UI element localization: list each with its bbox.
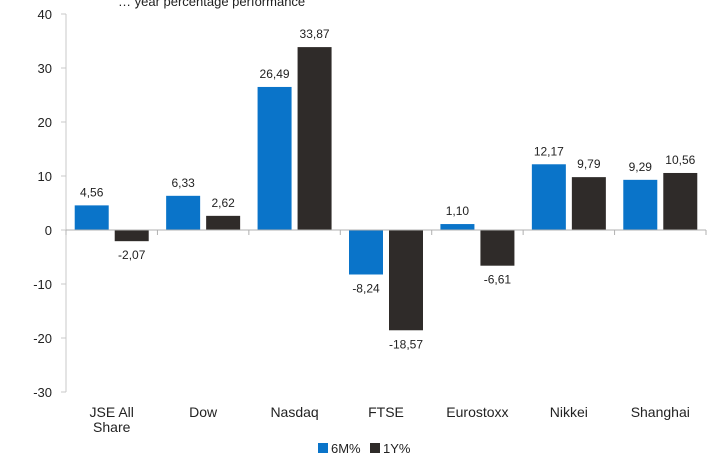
legend-label: 1Y% — [383, 441, 411, 456]
data-label: 12,17 — [534, 144, 564, 158]
category-label: Share — [93, 419, 131, 435]
category-label: Shanghai — [631, 404, 690, 420]
bar-1y — [297, 47, 332, 230]
category-label: Nikkei — [550, 404, 588, 420]
category-label: Dow — [189, 404, 218, 420]
y-tick-label: 40 — [38, 7, 52, 22]
bar-6m — [440, 224, 475, 230]
bar-1y — [480, 230, 515, 266]
x-axis-ticks — [65, 230, 707, 235]
data-label: 26,49 — [260, 67, 290, 81]
chart-title: … year percentage performance — [118, 0, 305, 9]
bar-1y — [206, 215, 241, 230]
y-tick-label: 0 — [45, 223, 52, 238]
category-label: FTSE — [368, 404, 404, 420]
data-label: 2,62 — [211, 196, 235, 210]
bar-6m — [257, 86, 292, 230]
bar-6m — [531, 164, 566, 230]
category-label: Eurostoxx — [446, 404, 508, 420]
legend-swatch — [370, 443, 380, 453]
category-label: JSE All — [90, 404, 134, 420]
data-label: 9,29 — [629, 160, 653, 174]
bar-1y — [114, 230, 149, 242]
bar-1y — [663, 172, 698, 230]
data-label: 6,33 — [171, 176, 195, 190]
data-labels: 4,56 -2,07 6,33 2,62 26,49 33,87 -8,24 -18,57 1,… — [80, 27, 696, 351]
bar-6m — [74, 205, 109, 230]
data-label: 10,56 — [665, 153, 695, 167]
bar-6m — [349, 230, 383, 275]
data-label: -6,61 — [484, 273, 512, 287]
data-label: -18,57 — [389, 337, 423, 351]
y-tick-label: -20 — [33, 331, 52, 346]
data-label: 4,56 — [80, 185, 104, 199]
data-label: 1,10 — [446, 204, 470, 218]
bar-1y — [389, 230, 423, 331]
bar-6m — [623, 179, 658, 230]
y-axis-ticks: 40 30 20 10 0 -10 -20 -30 — [33, 7, 66, 400]
data-label: -8,24 — [352, 281, 380, 295]
legend-label: 6M% — [331, 441, 361, 456]
category-label: Nasdaq — [270, 404, 318, 420]
legend: 6M% 1Y% — [318, 441, 411, 456]
y-tick-label: -30 — [33, 385, 52, 400]
bars — [74, 47, 698, 331]
data-label: 33,87 — [300, 27, 330, 41]
bar-6m — [166, 195, 201, 230]
legend-swatch — [318, 443, 328, 453]
y-tick-label: 20 — [38, 115, 52, 130]
data-label: -2,07 — [118, 248, 146, 262]
y-tick-label: -10 — [33, 277, 52, 292]
data-label: 9,79 — [577, 157, 601, 171]
y-tick-label: 30 — [38, 61, 52, 76]
bar-1y — [571, 177, 606, 230]
y-tick-label: 10 — [38, 169, 52, 184]
